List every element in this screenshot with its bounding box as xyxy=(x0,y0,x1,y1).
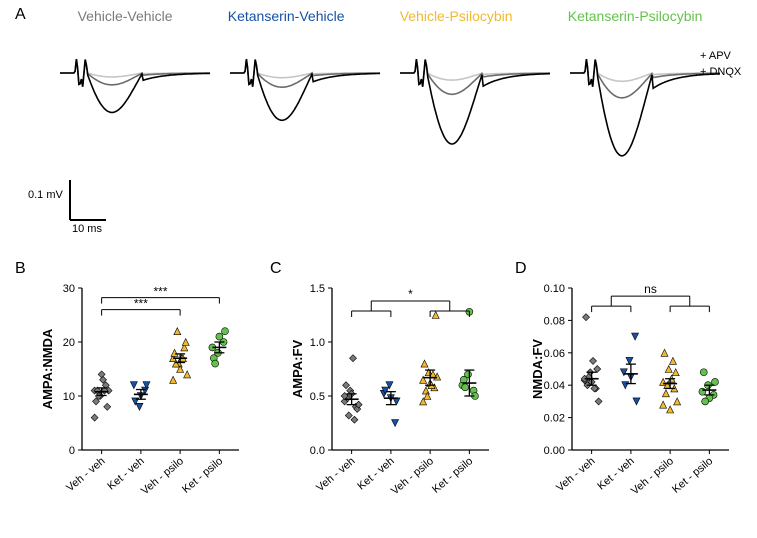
svg-text:Veh - psilo: Veh - psilo xyxy=(389,455,436,497)
svg-text:0: 0 xyxy=(69,445,75,457)
svg-text:0.10: 0.10 xyxy=(544,283,565,295)
panel-a-label: A xyxy=(15,6,26,24)
svg-text:10: 10 xyxy=(63,391,75,403)
svg-text:0.02: 0.02 xyxy=(544,413,565,425)
svg-text:Veh - veh: Veh - veh xyxy=(554,455,597,494)
scalebar-v-label: 0.1 mV xyxy=(28,189,63,201)
title-veh-veh: Vehicle-Vehicle xyxy=(78,8,173,24)
trace-titles-row: Vehicle-Vehicle Ketanserin-Vehicle Vehic… xyxy=(50,8,730,24)
svg-text:***: *** xyxy=(134,297,148,311)
panel-c-chart: 0.00.51.01.5AMPA:FVVeh - vehKet - vehVeh… xyxy=(290,270,500,520)
svg-text:Veh - veh: Veh - veh xyxy=(64,455,107,494)
panel-b-label: B xyxy=(15,260,26,278)
svg-text:0.0: 0.0 xyxy=(310,445,325,457)
svg-text:20: 20 xyxy=(63,337,75,349)
panel-b-chart: 0102030AMPA:NMDAVeh - vehKet - vehVeh - … xyxy=(40,270,250,520)
svg-text:0.5: 0.5 xyxy=(310,391,325,403)
title-veh-psilo: Vehicle-Psilocybin xyxy=(400,8,513,24)
panel-d-chart: 0.00 0.02 0.04 0.06 0.08 0.10 NMDA:FV Veh - veh… xyxy=(530,270,740,520)
svg-text:Ket - psilo: Ket - psilo xyxy=(670,455,715,496)
svg-text:1.5: 1.5 xyxy=(310,283,325,295)
figure-root: A Vehicle-Vehicle Ketanserin-Vehicle Veh… xyxy=(0,0,757,538)
svg-text:***: *** xyxy=(153,285,167,299)
trace-panel-1 xyxy=(230,28,385,188)
panel-c-label: C xyxy=(270,260,282,278)
svg-text:*: * xyxy=(408,287,413,301)
scalebar-h-label: 10 ms xyxy=(72,223,102,235)
panel-d-label: D xyxy=(515,260,527,278)
title-ket-veh: Ketanserin-Vehicle xyxy=(228,8,345,24)
svg-text:30: 30 xyxy=(63,283,75,295)
trace-panel-2 xyxy=(400,28,555,188)
svg-text:AMPA:FV: AMPA:FV xyxy=(290,340,305,399)
svg-text:Ket - psilo: Ket - psilo xyxy=(430,455,475,496)
svg-text:0.06: 0.06 xyxy=(544,348,565,360)
svg-text:ns: ns xyxy=(644,282,657,296)
scalebar: 0.1 mV 10 ms xyxy=(60,175,140,240)
svg-text:0.08: 0.08 xyxy=(544,315,565,327)
svg-text:0.04: 0.04 xyxy=(544,380,565,392)
svg-text:AMPA:NMDA: AMPA:NMDA xyxy=(40,328,55,409)
svg-text:0.00: 0.00 xyxy=(544,445,565,457)
annot-dnqx: + DNQX xyxy=(700,66,741,78)
annot-apv: + APV xyxy=(700,50,731,62)
svg-text:NMDA:FV: NMDA:FV xyxy=(530,339,545,399)
svg-text:Veh - psilo: Veh - psilo xyxy=(629,455,676,497)
svg-text:1.0: 1.0 xyxy=(310,337,325,349)
title-ket-psilo: Ketanserin-Psilocybin xyxy=(568,8,703,24)
trace-panel-0 xyxy=(60,28,215,188)
svg-text:Veh - veh: Veh - veh xyxy=(314,455,357,494)
svg-text:Ket - psilo: Ket - psilo xyxy=(180,455,225,496)
svg-text:Veh - psilo: Veh - psilo xyxy=(139,455,186,497)
